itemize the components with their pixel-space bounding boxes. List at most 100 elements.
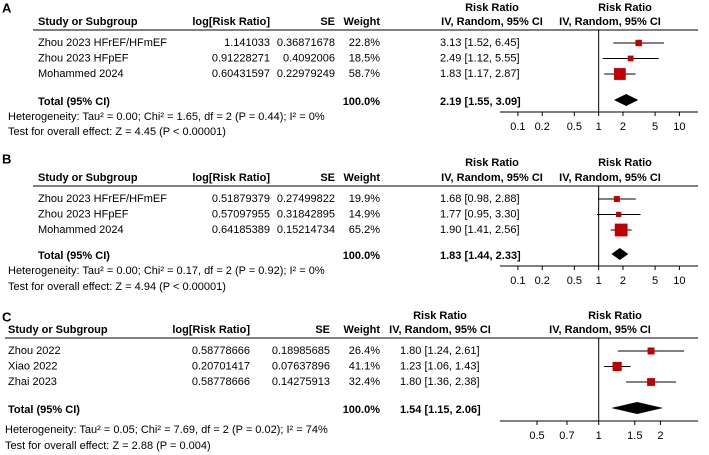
column-header: SE <box>320 172 335 184</box>
x-tick-label: 10 <box>673 121 685 133</box>
se: 0.07637896 <box>272 360 330 372</box>
total-ci: 1.83 [1.44, 2.33] <box>440 250 521 262</box>
column-header: Risk Ratio <box>413 310 467 322</box>
x-tick-label: 0.5 <box>567 275 582 287</box>
column-header: Weight <box>344 16 381 28</box>
summary-diamond <box>611 248 629 260</box>
log-rr: 0.64185389 <box>212 224 270 236</box>
total-weight: 100.0% <box>343 250 381 262</box>
x-tick-label: 5 <box>652 275 658 287</box>
weight: 22.8% <box>349 37 380 49</box>
x-tick-label: 2 <box>657 430 663 442</box>
column-header: Weight <box>344 172 381 184</box>
panel-label: A <box>2 0 12 15</box>
column-header: SE <box>320 16 335 28</box>
log-rr: 1.141033 <box>224 37 270 49</box>
ci-label: 2.49 [1.12, 5.55] <box>440 52 520 64</box>
total-weight: 100.0% <box>343 404 381 416</box>
total-label: Total (95% CI) <box>8 404 80 416</box>
study-name: Zhou 2023 HFpEF <box>38 52 129 64</box>
se: 0.31842895 <box>277 208 335 220</box>
point-estimate <box>612 361 622 372</box>
x-tick-label: 0.7 <box>559 430 574 442</box>
study-name: Zhou 2023 HFrEF/HFmEF <box>38 193 167 205</box>
weight: 19.9% <box>349 193 380 205</box>
column-header: Risk Ratio <box>465 157 519 169</box>
se: 0.18985685 <box>272 345 330 357</box>
ci-label: 1.23 [1.06, 1.43] <box>400 360 480 372</box>
plot-header: IV, Random, 95% CI <box>549 324 651 336</box>
se: 0.36871678 <box>277 37 335 49</box>
point-estimate <box>627 55 634 62</box>
total-ci: 1.54 [1.15, 2.06] <box>400 404 481 416</box>
log-rr: 0.58778666 <box>192 376 250 388</box>
point-estimate <box>647 378 655 386</box>
weight: 58.7% <box>349 68 380 80</box>
x-tick-label: 1 <box>596 275 602 287</box>
column-header: log[Risk Ratio] <box>192 16 270 28</box>
panel-label: B <box>2 151 11 166</box>
x-tick-label: 0.5 <box>567 121 582 133</box>
ci-label: 3.13 [1.52, 6.45] <box>440 37 520 49</box>
log-rr: 0.57097955 <box>212 208 270 220</box>
ci-label: 1.68 [0.98, 2.88] <box>440 193 520 205</box>
heterogeneity: Heterogeneity: Tau² = 0.00; Chi² = 1.65,… <box>8 111 325 123</box>
overall-effect: Test for overall effect: Z = 2.88 (P = 0… <box>5 440 211 452</box>
log-rr: 0.58778666 <box>192 345 250 357</box>
column-header: log[Risk Ratio] <box>172 324 250 336</box>
column-header: IV, Random, 95% CI <box>441 172 543 184</box>
total-label: Total (95% CI) <box>38 96 110 108</box>
column-header: Weight <box>344 324 381 336</box>
x-tick-label: 5 <box>652 121 658 133</box>
x-tick-label: 0.5 <box>529 430 544 442</box>
total-weight: 100.0% <box>343 96 381 108</box>
x-tick-label: 1 <box>596 430 602 442</box>
plot-header: Risk Ratio <box>598 157 652 169</box>
x-tick-label: 1.5 <box>627 430 642 442</box>
overall-effect: Test for overall effect: Z = 4.45 (P < 0… <box>8 126 226 138</box>
study-name: Zhou 2023 HFpEF <box>38 208 129 220</box>
point-estimate <box>635 39 642 47</box>
weight: 18.5% <box>349 52 380 64</box>
point-estimate <box>616 211 622 218</box>
se: 0.15214734 <box>277 224 335 236</box>
total-label: Total (95% CI) <box>38 250 110 262</box>
x-tick-label: 0.2 <box>535 121 550 133</box>
x-tick-label: 0.2 <box>535 275 550 287</box>
log-rr: 0.20701417 <box>192 360 250 372</box>
ci-label: 1.80 [1.36, 2.38] <box>400 376 480 388</box>
weight: 65.2% <box>349 224 380 236</box>
column-header: log[Risk Ratio] <box>192 172 270 184</box>
summary-diamond <box>614 94 639 106</box>
point-estimate <box>614 223 628 237</box>
se: 0.22979249 <box>277 68 335 80</box>
column-header: IV, Random, 95% CI <box>389 324 491 336</box>
x-tick-label: 2 <box>620 275 626 287</box>
x-tick-label: 2 <box>620 121 626 133</box>
panel-label: C <box>2 309 12 324</box>
study-name: Zhou 2023 HFrEF/HFmEF <box>38 37 167 49</box>
study-name: Xiao 2022 <box>8 360 58 372</box>
log-rr: 0.60431597 <box>212 68 270 80</box>
column-header: Study or Subgroup <box>38 16 138 28</box>
x-tick-label: 1 <box>596 121 602 133</box>
weight: 41.1% <box>349 360 380 372</box>
study-name: Zhai 2023 <box>8 376 57 388</box>
ci-label: 1.77 [0.95, 3.30] <box>440 208 520 220</box>
heterogeneity: Heterogeneity: Tau² = 0.00; Chi² = 0.17,… <box>8 265 325 277</box>
ci-label: 1.90 [1.41, 2.56] <box>440 224 520 236</box>
study-name: Zhou 2022 <box>8 345 61 357</box>
x-tick-label: 10 <box>673 275 685 287</box>
weight: 32.4% <box>349 376 380 388</box>
plot-header: IV, Random, 95% CI <box>559 16 661 28</box>
plot-header: IV, Random, 95% CI <box>559 172 661 184</box>
summary-diamond <box>611 402 664 414</box>
study-name: Mohammed 2024 <box>38 68 124 80</box>
overall-effect: Test for overall effect: Z = 4.94 (P < 0… <box>8 281 226 293</box>
se: 0.27499822 <box>277 193 335 205</box>
se: 0.14275913 <box>272 376 330 388</box>
plot-header: Risk Ratio <box>598 2 652 14</box>
column-header: SE <box>315 324 330 336</box>
x-tick-label: 0.1 <box>510 275 525 287</box>
